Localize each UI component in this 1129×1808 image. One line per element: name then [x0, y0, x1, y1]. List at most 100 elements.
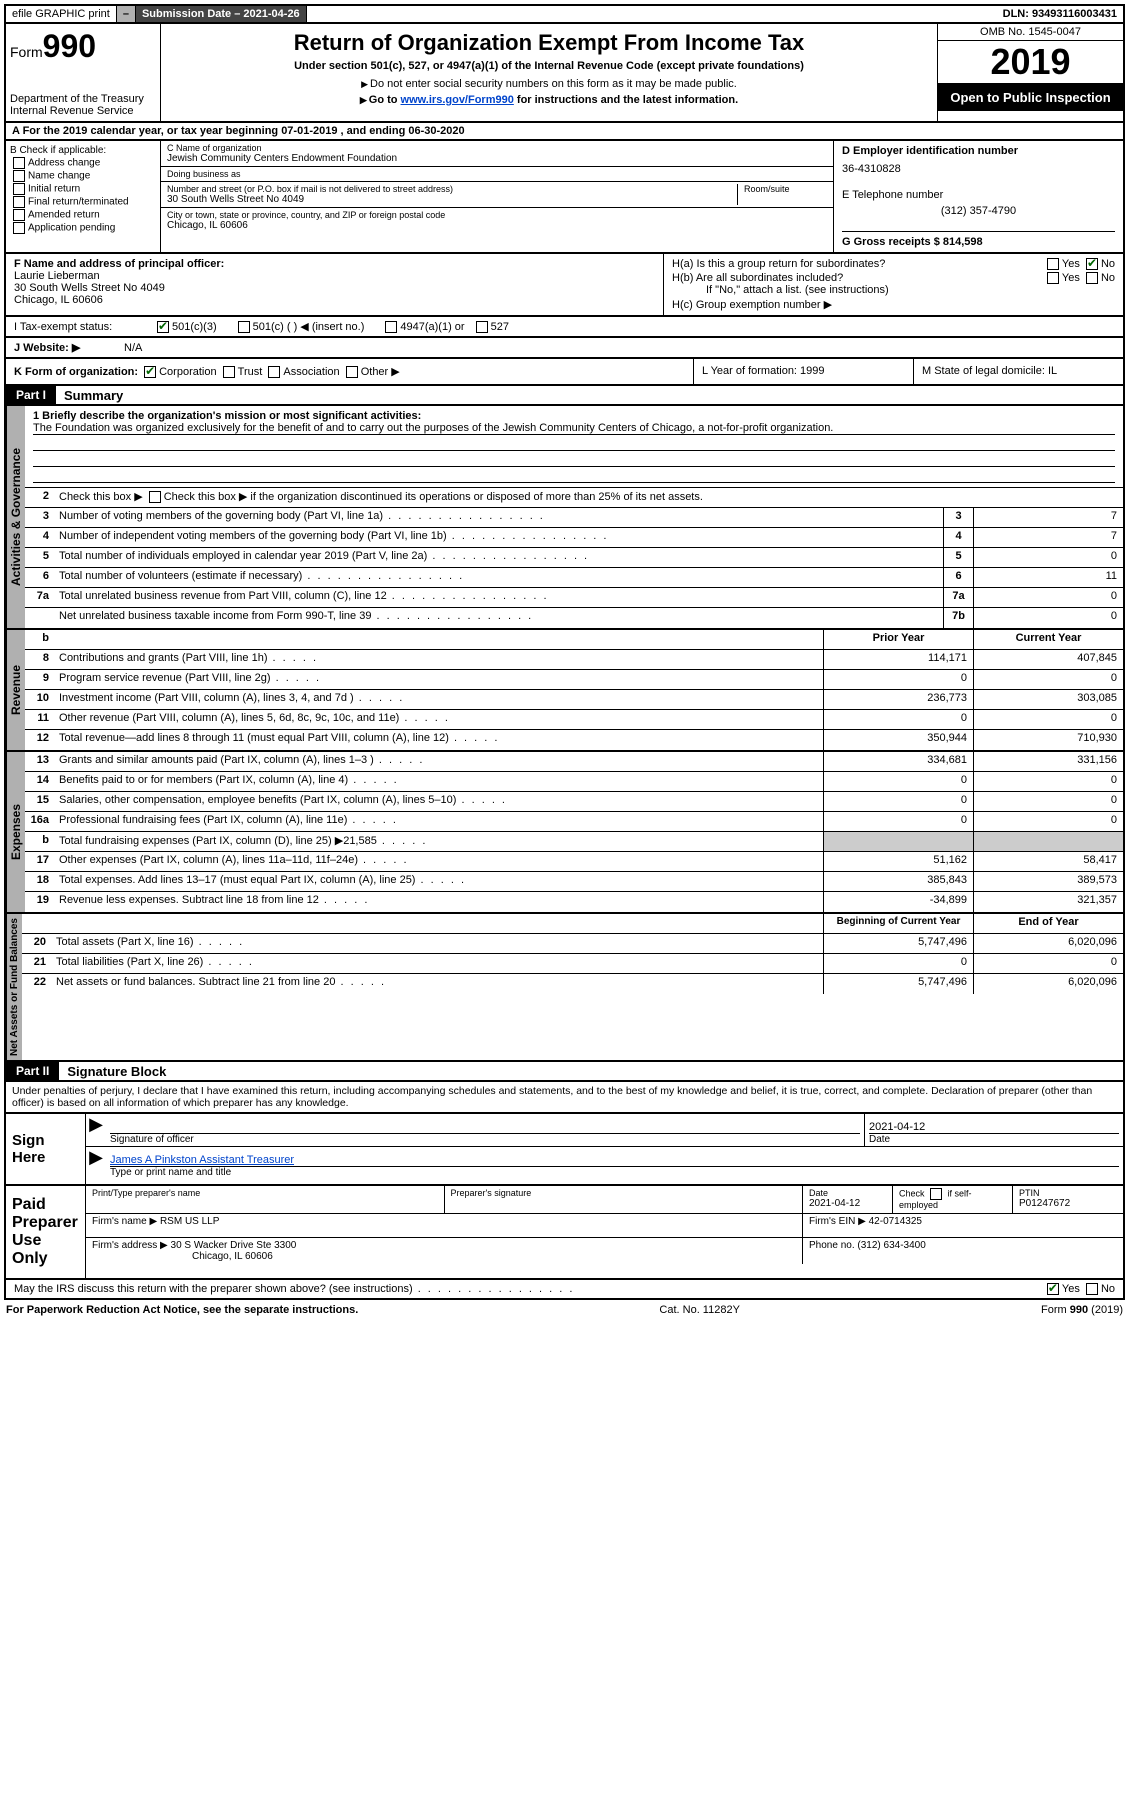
phone-label: E Telephone number	[842, 189, 1115, 201]
arrow-icon: ▶	[86, 1114, 106, 1146]
check-association[interactable]	[268, 366, 280, 378]
table-row: 5 Total number of individuals employed i…	[25, 548, 1123, 568]
table-row: b Total fundraising expenses (Part IX, c…	[25, 832, 1123, 852]
table-row: Net unrelated business taxable income fr…	[25, 608, 1123, 628]
table-row: 11 Other revenue (Part VIII, column (A),…	[25, 710, 1123, 730]
check-amended-return[interactable]: Amended return	[10, 209, 156, 221]
officer-label: F Name and address of principal officer:	[14, 258, 224, 270]
line-klm: K Form of organization: Corporation Trus…	[4, 359, 1125, 386]
tab-expenses: Expenses	[6, 752, 25, 912]
prep-sig-label: Preparer's signature	[451, 1188, 797, 1198]
hdr-prior-year: Prior Year	[823, 630, 973, 649]
netassets-section: Net Assets or Fund Balances Beginning of…	[4, 914, 1125, 1062]
check-4947[interactable]	[385, 321, 397, 333]
check-corporation[interactable]	[144, 366, 156, 378]
mission-text: The Foundation was organized exclusively…	[33, 422, 1115, 435]
table-row: 3 Number of voting members of the govern…	[25, 508, 1123, 528]
check-trust[interactable]	[223, 366, 235, 378]
table-row: 6 Total number of volunteers (estimate i…	[25, 568, 1123, 588]
year-formation: L Year of formation: 1999	[693, 359, 913, 384]
collapse-toggle[interactable]: –	[117, 6, 136, 22]
prep-name-label: Print/Type preparer's name	[92, 1188, 438, 1198]
table-row: 10 Investment income (Part VIII, column …	[25, 690, 1123, 710]
dba-label: Doing business as	[167, 169, 827, 179]
instructions-link[interactable]: www.irs.gov/Form990	[401, 94, 514, 106]
submission-date-button[interactable]: Submission Date – 2021-04-26	[136, 6, 307, 22]
form-number: Form990	[10, 28, 156, 65]
table-row: 15 Salaries, other compensation, employe…	[25, 792, 1123, 812]
table-row: 20 Total assets (Part X, line 16) 5,747,…	[22, 934, 1123, 954]
omb-number: OMB No. 1545-0047	[938, 24, 1123, 41]
signature-label: Signature of officer	[110, 1134, 860, 1145]
line-i: I Tax-exempt status: 501(c)(3) 501(c) ( …	[4, 317, 1125, 338]
section-fh: F Name and address of principal officer:…	[4, 254, 1125, 317]
sign-date: 2021-04-12	[869, 1115, 1119, 1134]
box-c: C Name of organization Jewish Community …	[161, 141, 833, 252]
gross-receipts: G Gross receipts $ 814,598	[842, 231, 1115, 248]
check-501c3[interactable]	[157, 321, 169, 333]
box-b: B Check if applicable: Address change Na…	[6, 141, 161, 252]
box-deg: D Employer identification number 36-4310…	[833, 141, 1123, 252]
check-initial-return[interactable]: Initial return	[10, 183, 156, 195]
phone-value: (312) 357-4790	[842, 205, 1115, 217]
h-c-label: H(c) Group exemption number ▶	[672, 298, 1115, 311]
date-label: Date	[869, 1134, 1119, 1145]
tab-revenue: Revenue	[6, 630, 25, 750]
check-self-employed[interactable]	[930, 1188, 942, 1200]
table-row: 12 Total revenue—add lines 8 through 11 …	[25, 730, 1123, 750]
dln-label: DLN: 93493116003431	[997, 6, 1123, 22]
paid-preparer-block: Paid Preparer Use Only Print/Type prepar…	[4, 1186, 1125, 1280]
table-row: 7a Total unrelated business revenue from…	[25, 588, 1123, 608]
city-value: Chicago, IL 60606	[167, 220, 827, 231]
top-bar: efile GRAPHIC print – Submission Date – …	[4, 4, 1125, 24]
form-subtitle: Under section 501(c), 527, or 4947(a)(1)…	[167, 60, 931, 72]
hdr-end-year: End of Year	[973, 914, 1123, 933]
officer-name: Laurie Lieberman	[14, 270, 655, 282]
check-501c[interactable]	[238, 321, 250, 333]
city-label: City or town, state or province, country…	[167, 210, 827, 220]
check-other[interactable]	[346, 366, 358, 378]
discuss-no[interactable]	[1086, 1283, 1098, 1295]
officer-city: Chicago, IL 60606	[14, 294, 655, 306]
discuss-row: May the IRS discuss this return with the…	[4, 1280, 1125, 1300]
box-h: H(a) Is this a group return for subordin…	[663, 254, 1123, 315]
check-527[interactable]	[476, 321, 488, 333]
check-application-pending[interactable]: Application pending	[10, 222, 156, 234]
check-final-return[interactable]: Final return/terminated	[10, 196, 156, 208]
check-name-change[interactable]: Name change	[10, 170, 156, 182]
printed-name-label: Type or print name and title	[110, 1167, 1119, 1178]
form-header: Form990 Department of the Treasury Inter…	[4, 24, 1125, 123]
ptin-value: P01247672	[1019, 1198, 1117, 1209]
arrow-icon: ▶	[86, 1147, 106, 1179]
firm-ein: 42-0714325	[869, 1216, 922, 1227]
ssn-warning: Do not enter social security numbers on …	[167, 78, 931, 90]
instructions-link-row: Go to www.irs.gov/Form990 for instructio…	[167, 94, 931, 106]
ptin-label: PTIN	[1019, 1188, 1117, 1198]
hdr-beginning-year: Beginning of Current Year	[823, 914, 973, 933]
prep-date-label: Date	[809, 1188, 886, 1198]
state-domicile: M State of legal domicile: IL	[913, 359, 1123, 384]
tab-netassets: Net Assets or Fund Balances	[6, 914, 22, 1060]
revenue-section: Revenue b Prior Year Current Year 8 Cont…	[4, 630, 1125, 752]
sign-here-block: Sign Here ▶ Signature of officer 2021-04…	[4, 1114, 1125, 1186]
paid-preparer-label: Paid Preparer Use Only	[6, 1186, 86, 1278]
table-row: 18 Total expenses. Add lines 13–17 (must…	[25, 872, 1123, 892]
website-value: N/A	[124, 342, 142, 354]
line-a: A For the 2019 calendar year, or tax yea…	[4, 123, 1125, 141]
table-row: 14 Benefits paid to or for members (Part…	[25, 772, 1123, 792]
dept-label: Department of the Treasury Internal Reve…	[10, 93, 156, 117]
officer-street: 30 South Wells Street No 4049	[14, 282, 655, 294]
page-footer: For Paperwork Reduction Act Notice, see …	[4, 1300, 1125, 1320]
discuss-yes[interactable]	[1047, 1283, 1059, 1295]
tab-activities: Activities & Governance	[6, 406, 25, 628]
firm-name: RSM US LLP	[160, 1216, 219, 1227]
firm-address-1: 30 S Wacker Drive Ste 3300	[171, 1240, 297, 1251]
table-row: 22 Net assets or fund balances. Subtract…	[22, 974, 1123, 994]
perjury-statement: Under penalties of perjury, I declare th…	[4, 1082, 1125, 1114]
officer-printed-name[interactable]: James A Pinkston Assistant Treasurer	[110, 1148, 1119, 1167]
check-address-change[interactable]: Address change	[10, 157, 156, 169]
section-bcdeg: B Check if applicable: Address change Na…	[4, 141, 1125, 254]
table-row: 21 Total liabilities (Part X, line 26) 0…	[22, 954, 1123, 974]
table-row: 17 Other expenses (Part IX, column (A), …	[25, 852, 1123, 872]
box-f: F Name and address of principal officer:…	[6, 254, 663, 315]
